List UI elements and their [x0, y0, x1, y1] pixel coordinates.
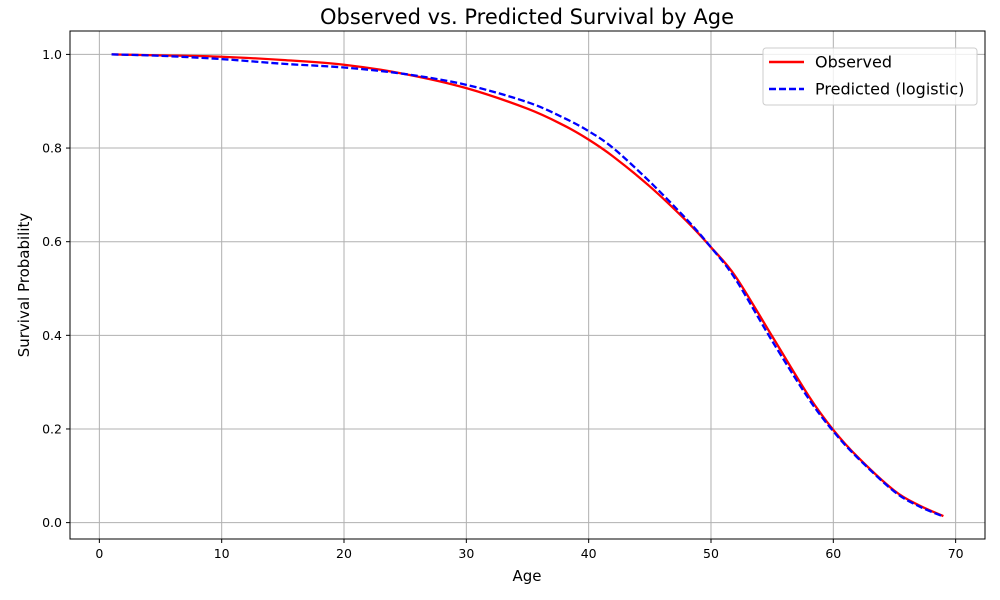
- legend-label-predicted: Predicted (logistic): [815, 80, 964, 99]
- series-line-observed: [111, 53, 944, 518]
- x-tick-label: 70: [948, 546, 964, 561]
- grid: [70, 31, 985, 539]
- legend-label-observed: Observed: [815, 53, 892, 72]
- series-line-predicted: [111, 53, 944, 518]
- plot-frame: [69, 30, 986, 540]
- y-axis-label: Survival Probability: [15, 213, 33, 358]
- axis-ticks: 0 10 20 30 40 50 60 70 0.0 0.2 0.4 0.6 0.8 1.0: [42, 47, 964, 561]
- x-tick-label: 30: [458, 546, 474, 561]
- legend-box: [762, 47, 978, 106]
- y-tick-label: 0.2: [42, 421, 62, 436]
- y-tick-label: 0.8: [42, 141, 62, 156]
- x-tick-label: 10: [214, 546, 230, 561]
- x-tick-label: 40: [581, 546, 597, 561]
- y-tick-label: 0.0: [42, 515, 62, 530]
- y-tick-label: 0.6: [42, 234, 62, 249]
- chart-title: Observed vs. Predicted Survival by Age: [320, 5, 734, 29]
- x-tick-label: 0: [95, 546, 103, 561]
- series-lines: [111, 53, 944, 518]
- x-axis-label: Age: [512, 567, 541, 585]
- x-tick-label: 60: [825, 546, 841, 561]
- legend: Observed Predicted (logistic): [762, 47, 978, 106]
- x-tick-label: 20: [336, 546, 352, 561]
- y-tick-label: 1.0: [42, 47, 62, 62]
- y-tick-label: 0.4: [42, 328, 62, 343]
- x-tick-label: 50: [703, 546, 719, 561]
